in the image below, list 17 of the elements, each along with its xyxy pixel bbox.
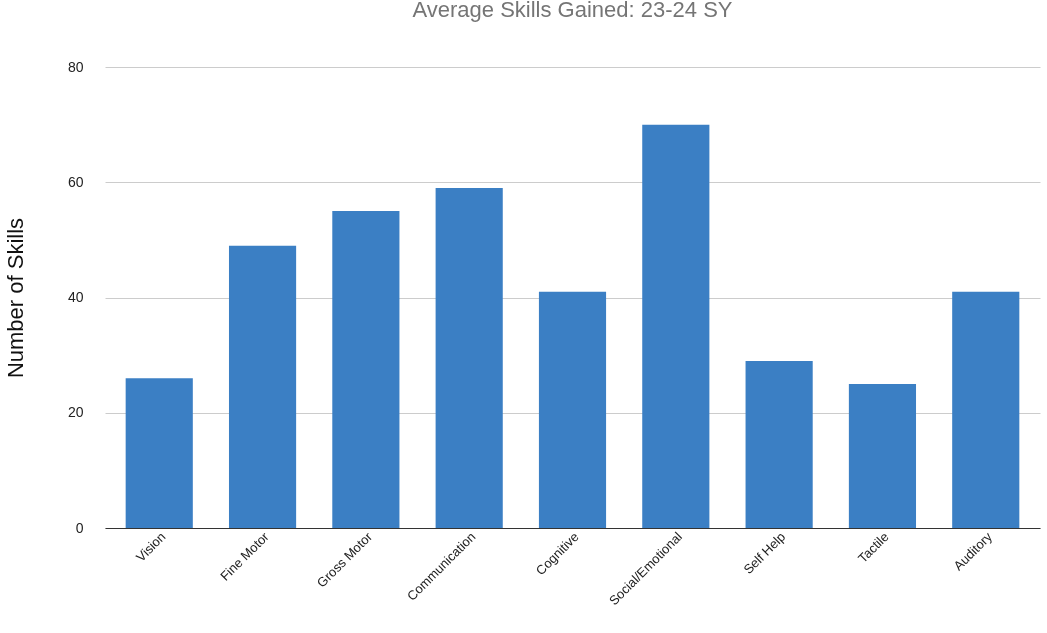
y-tick-label: 0: [75, 519, 84, 536]
bar: [125, 378, 193, 528]
y-tick-label: 20: [67, 404, 84, 421]
bar: [745, 360, 813, 528]
chart-title: Average Skills Gained: 23-24 SY: [412, 0, 733, 22]
y-tick-label: 40: [67, 289, 84, 305]
y-tick-label: 80: [67, 58, 84, 75]
x-tick-label: Self Help: [740, 529, 789, 577]
bar: [642, 124, 710, 528]
bar: [435, 188, 503, 528]
bar: [332, 211, 400, 528]
bar: [228, 245, 297, 528]
y-tick-label: 60: [67, 173, 84, 190]
bar: [952, 291, 1020, 528]
bar: [538, 291, 607, 528]
y-axis-title: Number of Skills: [2, 217, 28, 379]
bar: [848, 383, 917, 528]
